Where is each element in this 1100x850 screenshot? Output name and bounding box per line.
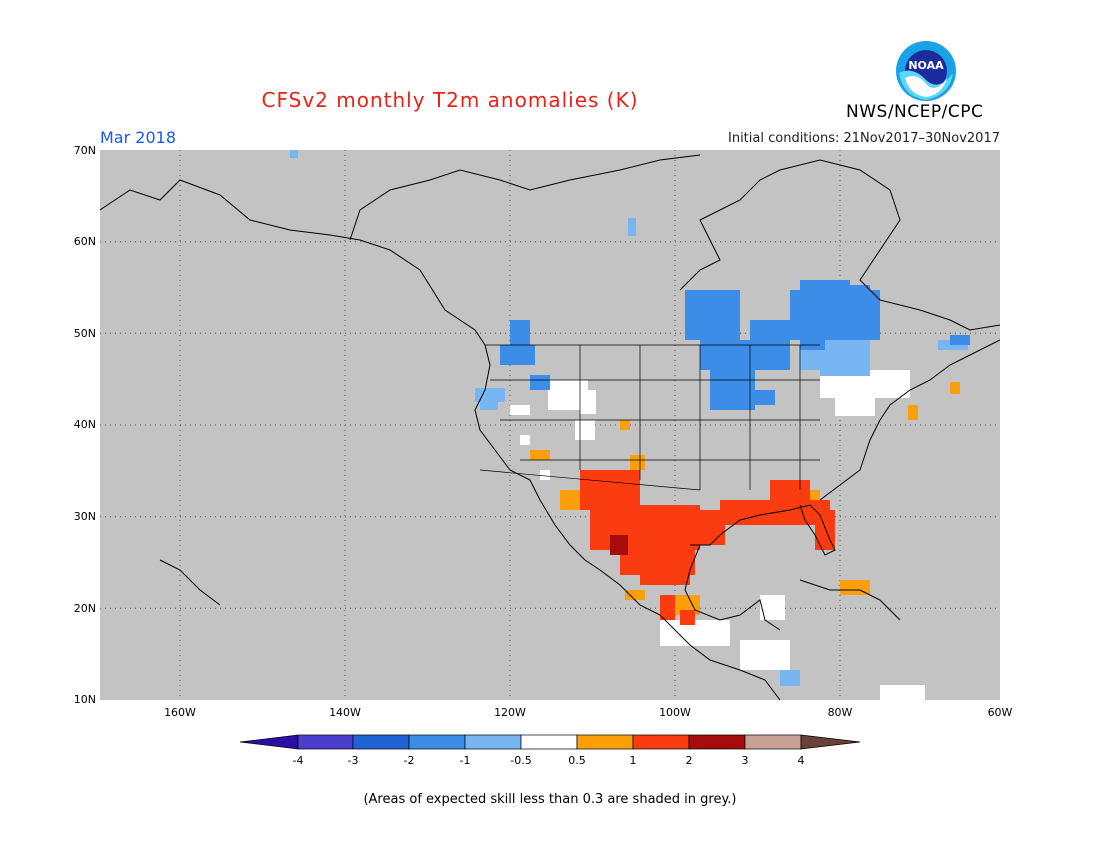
lat-label-10n: 10N <box>73 693 96 706</box>
skill-note: (Areas of expected skill less than 0.3 a… <box>363 792 737 807</box>
dark-red-patches <box>610 535 628 555</box>
lon-label-140w: 140W <box>329 706 361 719</box>
logo-text: NOAA <box>908 59 944 72</box>
coastlines <box>100 154 1000 700</box>
colorbar-bin <box>464 734 522 750</box>
colorbar-label: 4 <box>797 754 805 767</box>
initial-conditions: Initial conditions: 21Nov2017–30Nov2017 <box>728 131 1000 146</box>
colorbar-bin <box>576 734 634 750</box>
lon-label-80w: 80W <box>827 706 853 719</box>
colorbar-high-arrow <box>800 734 860 750</box>
organization-label: NWS/NCEP/CPC <box>846 102 984 122</box>
lat-label-30n: 30N <box>73 510 96 523</box>
colorbar-bin <box>688 734 746 750</box>
forecast-month: Mar 2018 <box>100 128 176 147</box>
colorbar-bin <box>520 734 578 750</box>
red-patches <box>580 470 835 625</box>
colorbar-label: 1 <box>629 754 637 767</box>
colorbar-label: 3 <box>741 754 749 767</box>
colorbar-label: 2 <box>685 754 693 767</box>
lon-label-60w: 60W <box>987 706 1013 719</box>
chart-title: CFSv2 monthly T2m anomalies (K) <box>261 88 639 112</box>
colorbar-label: -4 <box>292 754 304 767</box>
colorbar-label: -0.5 <box>510 754 532 767</box>
colorbar-bin <box>408 734 466 750</box>
lon-label-160w: 160W <box>164 706 196 719</box>
anomaly-map <box>100 150 1000 700</box>
colorbar-label: 0.5 <box>568 754 586 767</box>
lat-label-50n: 50N <box>73 327 96 340</box>
colorbar-label: -2 <box>403 754 415 767</box>
colorbar-label: -3 <box>347 754 359 767</box>
state-borders <box>479 344 820 491</box>
colorbar-low-arrow <box>240 734 299 750</box>
lon-label-100w: 100W <box>659 706 691 719</box>
colorbar-label: -1 <box>459 754 471 767</box>
lat-label-40n: 40N <box>73 418 96 431</box>
colorbar-bin <box>632 734 690 750</box>
colorbar-bin <box>352 734 410 750</box>
lon-label-120w: 120W <box>494 706 526 719</box>
colorbar-bin <box>297 734 354 750</box>
colorbar <box>240 734 860 750</box>
lat-label-20n: 20N <box>73 602 96 615</box>
lat-label-60n: 60N <box>73 235 96 248</box>
lat-label-70n: 70N <box>73 144 96 157</box>
noaa-logo-icon: NOAA <box>896 41 956 101</box>
colorbar-bin <box>744 734 802 750</box>
